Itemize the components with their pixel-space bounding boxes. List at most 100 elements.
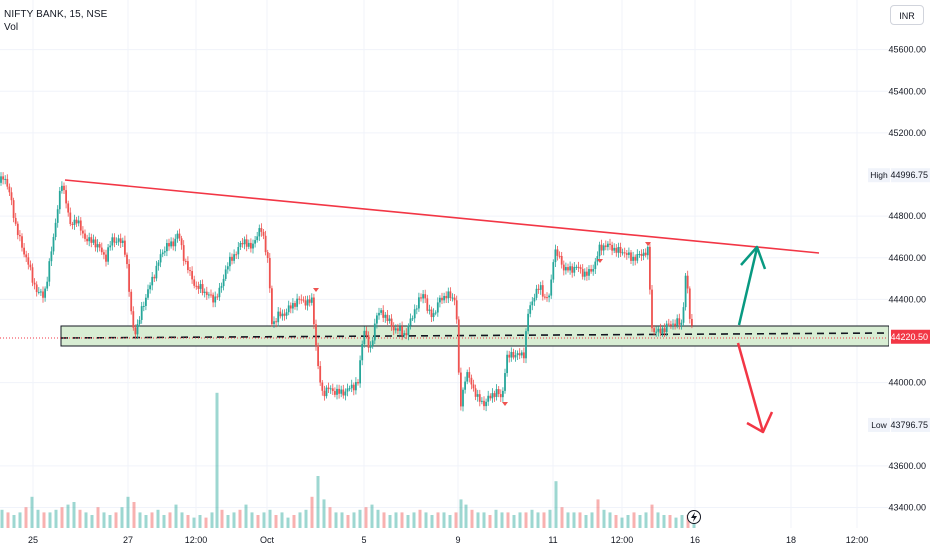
candle-body (667, 323, 670, 325)
candle-body (178, 233, 181, 239)
candle-body (189, 270, 191, 272)
candle-body (571, 266, 574, 273)
currency-button[interactable]: INR (890, 5, 924, 25)
volume-bar (156, 509, 160, 528)
volume-bar (436, 512, 440, 528)
last-price-value-bg (891, 329, 930, 344)
candle-body (75, 219, 78, 224)
candle-body (533, 297, 536, 302)
volume-bar (602, 509, 606, 528)
candle-body (611, 244, 613, 251)
candle-body (82, 230, 84, 234)
candle-body (35, 284, 38, 293)
candle-body (115, 241, 118, 243)
candle-body (634, 256, 637, 261)
volume-bar (262, 512, 266, 528)
volume-bar (424, 512, 428, 528)
candle-body (684, 275, 687, 308)
candle-body (558, 255, 561, 257)
candle-body (451, 297, 454, 299)
volume-bar (482, 512, 486, 528)
candle-body (407, 325, 410, 336)
candle-body (243, 239, 246, 245)
candle-body (506, 354, 508, 374)
candle-body (552, 262, 555, 280)
bearish-arrow[interactable] (736, 342, 774, 434)
volume-bar (72, 502, 76, 528)
candle-body (19, 235, 21, 237)
volume-bar (268, 509, 272, 528)
volume-bar (524, 512, 528, 528)
snapshot-icon[interactable] (687, 510, 701, 524)
volume-bar (590, 512, 594, 528)
candle-body (289, 305, 292, 309)
time-axis[interactable]: 25 27 12:00 Oct 5 9 11 12:00 16 18 12:00 (28, 535, 868, 545)
candle-body (153, 276, 156, 279)
volume-bar (358, 509, 362, 528)
volume-bar (334, 512, 338, 528)
candle-body (132, 311, 135, 328)
volume-bar (608, 512, 612, 528)
candle-body (262, 231, 265, 236)
volume-bar (198, 515, 202, 528)
price-tick-label: 45200.00 (888, 128, 926, 138)
candle-body (329, 388, 332, 390)
volume-bar (680, 515, 684, 528)
candle-body (401, 326, 403, 336)
candle-body (432, 313, 435, 318)
candle-body (481, 400, 483, 402)
candle-body (470, 377, 473, 385)
candle-body (203, 291, 206, 294)
candle-body (304, 300, 307, 306)
candle-body (271, 288, 273, 325)
volume-bar (572, 512, 576, 528)
candle-body (378, 312, 380, 316)
candle-body (365, 330, 368, 336)
candle-body (657, 328, 660, 332)
candle-body (644, 252, 647, 256)
candle-body (170, 241, 172, 247)
candle-body (663, 328, 666, 332)
candle-body (254, 240, 256, 244)
candle-body (180, 238, 183, 246)
candle-body (58, 190, 61, 210)
candle-body (216, 296, 219, 298)
price-axis-bg (889, 0, 932, 550)
candle-body (445, 295, 448, 299)
candle-body (670, 324, 672, 326)
symbol-title[interactable]: NIFTY BANK, 15, NSE (4, 9, 108, 20)
volume-bar (542, 512, 546, 528)
candle-body (92, 239, 95, 243)
candle-body (676, 318, 679, 326)
candle-body (12, 200, 15, 218)
volume-legend[interactable]: Vol (4, 22, 19, 33)
candle-body (88, 237, 91, 242)
candle-body (25, 254, 28, 258)
candle-body (579, 267, 582, 269)
candle-body (529, 305, 532, 314)
candle-body (588, 269, 590, 276)
candle-body (121, 240, 124, 243)
candle-body (483, 400, 485, 407)
candle-body (535, 288, 538, 298)
bullish-arrow[interactable] (737, 245, 767, 326)
candle-body (449, 291, 452, 298)
candle-body (260, 228, 263, 232)
candle-body (103, 252, 105, 255)
candle-body (640, 254, 643, 256)
volume-bar (674, 517, 678, 528)
candle-body (409, 318, 412, 326)
candle-body (495, 389, 498, 397)
volume-bar (162, 515, 166, 528)
resistance-trendline[interactable] (64, 179, 820, 254)
price-axis[interactable]: 45600.00 45400.00 45200.00 44800.00 44600.00… (868, 0, 932, 550)
candle-body (575, 266, 578, 268)
candle-body (355, 382, 357, 391)
volume-histogram (0, 392, 696, 528)
candle-body (628, 252, 630, 255)
candle-body (8, 186, 11, 193)
volume-bar (48, 512, 52, 528)
volume-bar (215, 392, 219, 528)
candle-body (33, 282, 36, 285)
